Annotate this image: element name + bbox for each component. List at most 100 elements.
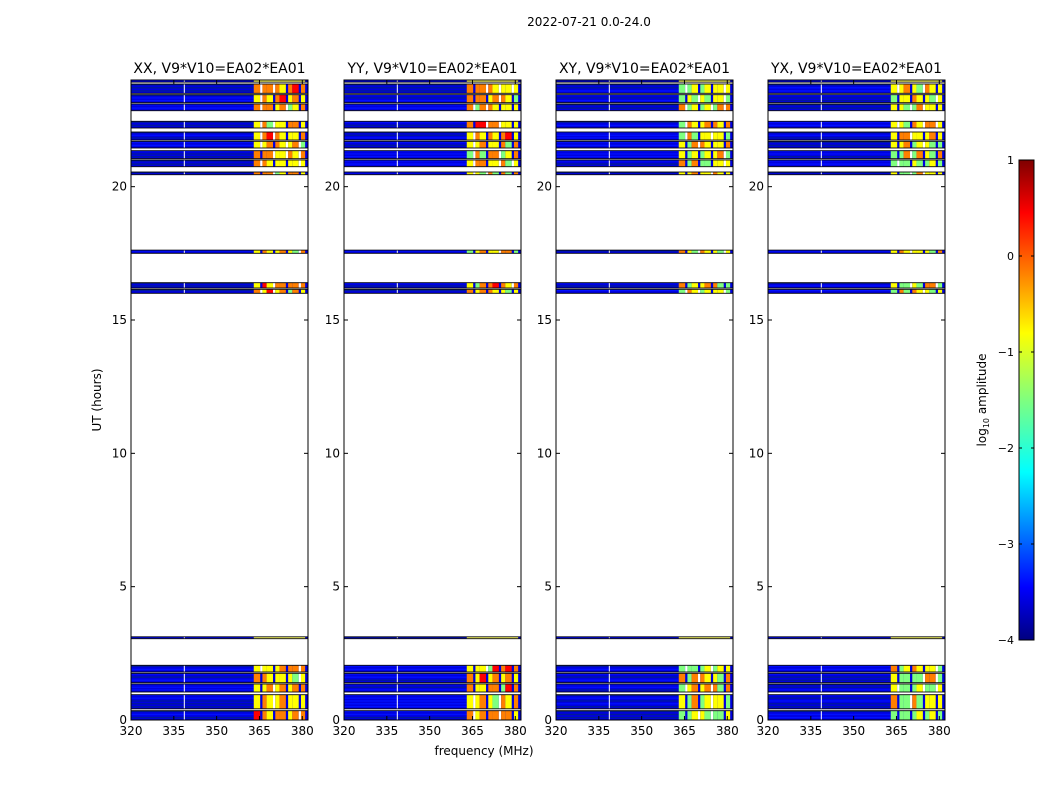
band-stripe bbox=[556, 710, 679, 713]
heatmap-cell bbox=[479, 684, 487, 692]
heatmap-cell bbox=[292, 160, 299, 167]
heatmap-cell bbox=[903, 289, 911, 294]
flag-gap bbox=[710, 684, 714, 692]
heatmap-cell bbox=[492, 289, 499, 294]
flag-gap bbox=[183, 80, 185, 83]
heatmap-cell bbox=[704, 250, 711, 254]
flag-gap bbox=[260, 132, 263, 140]
heatmap-cell bbox=[300, 673, 306, 683]
flag-gap bbox=[710, 710, 714, 720]
heatmap-cell bbox=[717, 710, 724, 720]
heatmap-cell bbox=[713, 172, 718, 175]
heatmap-cell bbox=[916, 141, 923, 148]
band-stripe bbox=[556, 153, 679, 155]
time-band bbox=[344, 172, 521, 175]
heatmap-cell bbox=[275, 132, 280, 140]
time-band bbox=[344, 684, 521, 692]
heatmap-cell bbox=[704, 94, 711, 103]
heatmap-cell bbox=[488, 673, 493, 683]
heatmap-cell bbox=[505, 121, 512, 128]
flag-gap bbox=[396, 84, 398, 94]
flag-gap bbox=[298, 665, 301, 672]
heatmap-cell bbox=[929, 282, 936, 288]
heatmap-cell bbox=[903, 84, 911, 94]
plot-frame bbox=[343, 79, 522, 721]
heatmap-cell bbox=[501, 665, 506, 672]
heatmap-cell bbox=[925, 665, 930, 672]
band-stripe bbox=[131, 121, 254, 123]
y-tick-label: 15 bbox=[537, 313, 552, 327]
heatmap-cell bbox=[275, 694, 280, 709]
heatmap-cell bbox=[513, 250, 519, 254]
heatmap-cell bbox=[937, 673, 943, 683]
heatmap-cell bbox=[725, 172, 731, 175]
band-stripe bbox=[768, 710, 891, 713]
heatmap-cell bbox=[704, 694, 711, 709]
band-edge bbox=[768, 682, 945, 684]
heatmap-cell bbox=[678, 172, 686, 175]
heatmap-cell bbox=[925, 141, 930, 148]
heatmap-cell bbox=[937, 94, 943, 103]
heatmap-cell bbox=[479, 141, 487, 148]
time-band bbox=[768, 141, 945, 148]
heatmap-cell bbox=[916, 132, 923, 140]
heatmap-cell bbox=[717, 150, 724, 159]
flag-gap bbox=[608, 84, 610, 94]
band-stripe bbox=[768, 700, 891, 702]
heatmap-cell bbox=[275, 710, 280, 720]
heatmap-cell bbox=[266, 665, 274, 672]
heatmap-cell bbox=[925, 121, 930, 128]
heatmap-cell bbox=[466, 710, 474, 720]
heatmap-cells bbox=[344, 79, 521, 721]
band-stripe bbox=[768, 172, 891, 174]
heatmap-cell bbox=[725, 673, 731, 683]
heatmap-cell bbox=[262, 84, 267, 94]
flag-gap bbox=[183, 673, 185, 683]
band-edge bbox=[768, 174, 945, 176]
heatmap-cell bbox=[912, 132, 917, 140]
heatmap-cell bbox=[253, 94, 261, 103]
time-band bbox=[556, 673, 733, 683]
band-stripe bbox=[344, 679, 467, 681]
flag-gap bbox=[910, 694, 913, 709]
heatmap-cell bbox=[925, 282, 930, 288]
band-edge bbox=[131, 131, 308, 133]
band-edge bbox=[131, 708, 308, 710]
heatmap-cell bbox=[937, 84, 943, 94]
band-stripe bbox=[768, 686, 891, 688]
heatmap-cell bbox=[266, 84, 274, 94]
heatmap-cell bbox=[288, 282, 293, 288]
heatmap-cell bbox=[253, 132, 261, 140]
y-tick-label: 15 bbox=[112, 313, 127, 327]
flag-gap bbox=[820, 673, 822, 683]
time-band bbox=[344, 665, 521, 672]
panel-title: XX, V9*V10=EA02*EA01 bbox=[133, 61, 305, 77]
heatmap-cell bbox=[890, 684, 898, 692]
heatmap-cell bbox=[916, 710, 923, 720]
flag-gap bbox=[396, 80, 398, 83]
band-edge bbox=[344, 127, 521, 129]
heatmap-cell bbox=[691, 121, 699, 128]
heatmap-cell bbox=[501, 141, 506, 148]
heatmap-cell bbox=[505, 289, 512, 294]
heatmap-cell bbox=[717, 132, 724, 140]
panel-title: YY, V9*V10=EA02*EA01 bbox=[346, 61, 517, 77]
heatmap-cell bbox=[704, 172, 711, 175]
band-edge bbox=[768, 92, 945, 94]
heatmap-cell bbox=[929, 104, 936, 111]
band-stripe bbox=[556, 703, 679, 705]
heatmap-cell bbox=[262, 684, 267, 692]
band-stripe bbox=[768, 285, 891, 287]
heatmap-cell bbox=[466, 684, 474, 692]
flag-gap bbox=[820, 250, 822, 254]
band-stripe bbox=[556, 700, 679, 702]
band-edge bbox=[344, 691, 521, 693]
heatmap-cell bbox=[488, 150, 493, 159]
flag-gap bbox=[486, 172, 489, 175]
heatmap-cell bbox=[890, 250, 898, 254]
band-stripe bbox=[344, 282, 467, 284]
band-stripe bbox=[344, 713, 467, 716]
band-stripe bbox=[131, 107, 254, 109]
colorbar-tick-label: 1 bbox=[1007, 154, 1014, 167]
band-stripe bbox=[344, 100, 467, 102]
